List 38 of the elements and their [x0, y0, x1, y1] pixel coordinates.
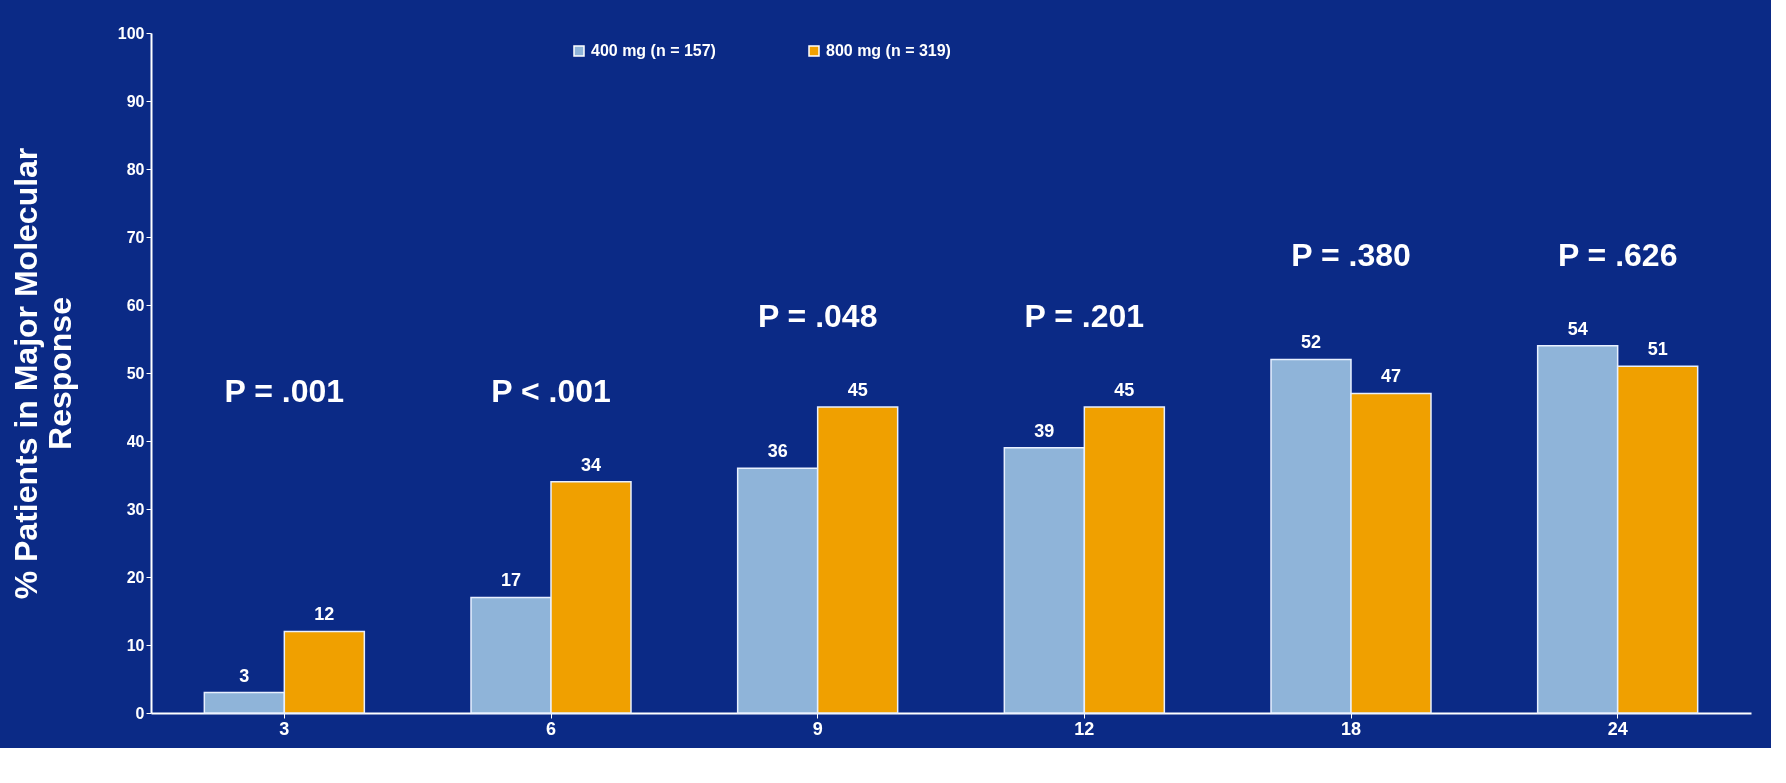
- annotation: P = .048: [757, 298, 878, 334]
- x-tick-label: 9: [812, 718, 823, 739]
- y-tick-label: 100: [117, 24, 145, 42]
- y-tick-label: 90: [126, 92, 145, 110]
- x-tick-label: 12: [1074, 718, 1095, 739]
- y-tick-label: 10: [126, 636, 145, 654]
- annotation: P = .626: [1557, 236, 1678, 273]
- y-tick-label: 50: [126, 364, 145, 382]
- x-tick-label: 3: [279, 718, 290, 739]
- data-label: 34: [580, 454, 602, 475]
- y-tick-label: 20: [126, 568, 145, 586]
- data-label: 36: [767, 441, 788, 462]
- data-label: 45: [847, 380, 868, 400]
- data-label: 17: [500, 570, 522, 591]
- annotation: P = .380: [1291, 236, 1411, 273]
- annotation: P = .201: [1024, 298, 1145, 334]
- x-tick-label: 18: [1340, 718, 1362, 739]
- data-label: 54: [1567, 318, 1588, 339]
- x-tick-label: 24: [1607, 718, 1628, 739]
- data-label: 45: [1114, 380, 1135, 400]
- y-tick-label: 0: [135, 704, 145, 722]
- data-label: 3: [239, 665, 250, 686]
- y-tick-label: 70: [126, 228, 145, 246]
- y-axis-title: % Patients in Major Molecular Response: [7, 147, 78, 600]
- data-label: 51: [1647, 339, 1668, 360]
- x-tick-label: 6: [545, 718, 557, 739]
- data-label: 39: [1034, 420, 1055, 441]
- y-tick-label: 40: [126, 432, 145, 450]
- y-tick-label: 80: [126, 160, 145, 178]
- annotation: P = .001: [224, 372, 345, 409]
- y-tick-label: 30: [126, 500, 145, 518]
- legend-label: 800 mg (n = 319): [826, 42, 951, 59]
- legend-label: 400 mg (n = 157): [591, 42, 716, 59]
- y-tick-label: 60: [126, 296, 145, 314]
- data-label: 12: [314, 604, 335, 625]
- annotation: P < .001: [491, 372, 611, 409]
- data-label: 47: [1380, 366, 1402, 387]
- data-label: 52: [1300, 332, 1322, 353]
